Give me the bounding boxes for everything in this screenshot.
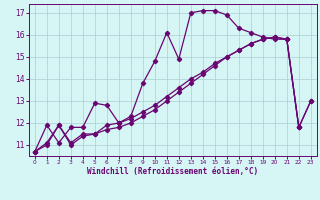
X-axis label: Windchill (Refroidissement éolien,°C): Windchill (Refroidissement éolien,°C) <box>87 167 258 176</box>
